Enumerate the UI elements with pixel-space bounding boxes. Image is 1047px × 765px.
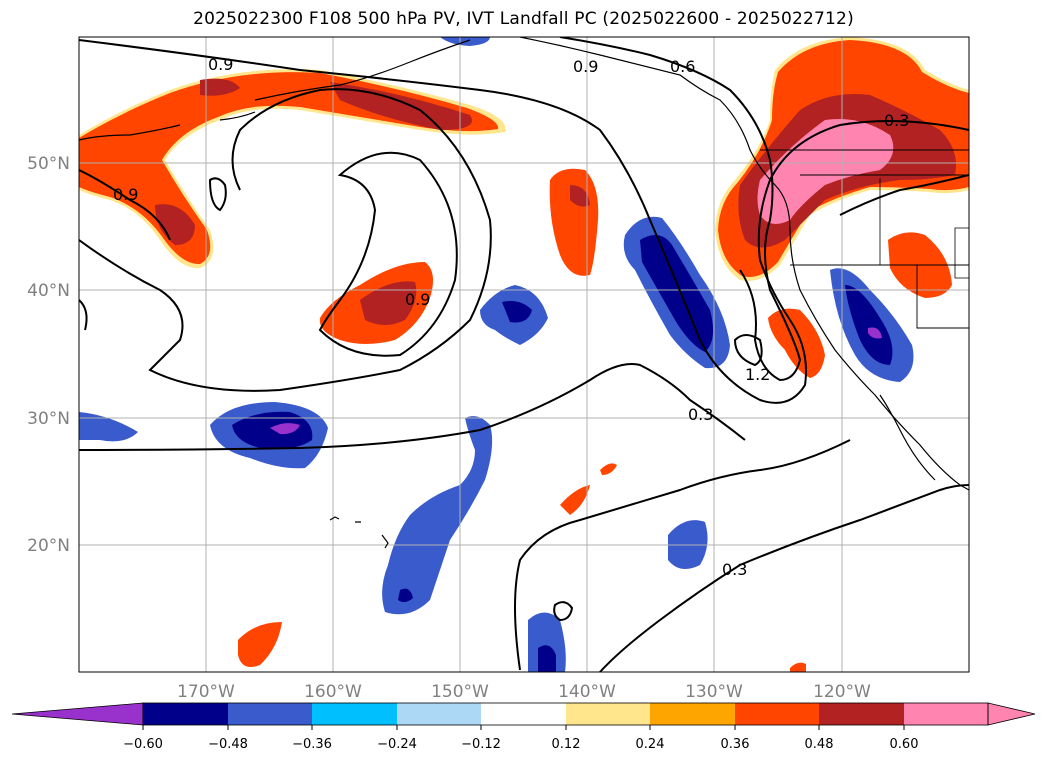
contour-label: 0.9 bbox=[113, 185, 138, 204]
contour-label: 0.3 bbox=[722, 560, 747, 579]
colorbar-tick-label: 0.24 bbox=[636, 737, 665, 752]
lon-label-130w: 130°W bbox=[685, 682, 743, 702]
colorbar-tick-label: −0.12 bbox=[461, 737, 501, 752]
colorbar-tick-label: 0.60 bbox=[890, 737, 919, 752]
lat-label-20n: 20°N bbox=[27, 536, 70, 556]
colorbar-tick-label: −0.60 bbox=[123, 737, 163, 752]
contour-label: 0.9 bbox=[405, 290, 430, 309]
lon-label-160w: 160°W bbox=[304, 682, 362, 702]
colorbar: −0.60 −0.48 −0.36 −0.24 −0.12 0.12 0.24 … bbox=[11, 702, 1036, 752]
colorbar-tick-label: −0.48 bbox=[208, 737, 248, 752]
lat-label-40n: 40°N bbox=[27, 281, 70, 301]
plot-title: 2025022300 F108 500 hPa PV, IVT Landfall… bbox=[193, 9, 854, 29]
contour-label: 0.9 bbox=[208, 55, 233, 74]
colorbar-tick-label: 0.12 bbox=[552, 737, 581, 752]
colorbar-segment bbox=[904, 703, 988, 725]
gridlines bbox=[79, 37, 969, 672]
contour-label: 0.3 bbox=[688, 405, 713, 424]
colorbar-tick-label: 0.36 bbox=[721, 737, 750, 752]
colorbar-segment bbox=[228, 703, 312, 725]
negative-anomaly-fill bbox=[79, 37, 914, 672]
positive-anomaly-fill bbox=[79, 37, 969, 672]
contour-label: 1.2 bbox=[745, 365, 770, 384]
colorbar-segment bbox=[397, 703, 481, 725]
colorbar-segment bbox=[566, 703, 650, 725]
colorbar-segment bbox=[735, 703, 819, 725]
lat-label-30n: 30°N bbox=[27, 409, 70, 429]
colorbar-segment bbox=[312, 703, 397, 725]
colorbar-segment bbox=[819, 703, 904, 725]
longitude-labels: 170°W 160°W 150°W 140°W 130°W 120°W bbox=[177, 682, 871, 702]
contour-label: 0.9 bbox=[573, 57, 598, 76]
colorbar-tick-labels: −0.60 −0.48 −0.36 −0.24 −0.12 0.12 0.24 … bbox=[123, 737, 918, 752]
lon-label-170w: 170°W bbox=[177, 682, 235, 702]
colorbar-right-arrow bbox=[987, 702, 1036, 726]
colorbar-tick-label: 0.48 bbox=[805, 737, 834, 752]
contour-label-group: 0.9 0.9 0.9 0.9 0.6 0.3 1.2 0.3 0.3 bbox=[113, 55, 909, 579]
lat-label-50n: 50°N bbox=[27, 154, 70, 174]
latitude-labels: 50°N 40°N 30°N 20°N bbox=[27, 154, 70, 556]
lon-label-140w: 140°W bbox=[558, 682, 616, 702]
colorbar-tick-label: −0.36 bbox=[292, 737, 332, 752]
colorbar-segment bbox=[481, 703, 566, 725]
pv-contours bbox=[79, 37, 969, 672]
colorbar-tick-label: −0.24 bbox=[377, 737, 417, 752]
lon-label-150w: 150°W bbox=[431, 682, 489, 702]
lon-label-120w: 120°W bbox=[813, 682, 871, 702]
colorbar-ticks bbox=[142, 725, 905, 730]
colorbar-left-arrow bbox=[11, 702, 144, 726]
colorbar-segment bbox=[143, 703, 228, 725]
coastlines bbox=[79, 37, 969, 549]
map-content: 0.9 0.9 0.9 0.9 0.6 0.3 1.2 0.3 0.3 bbox=[79, 37, 969, 672]
map-frame bbox=[78, 36, 970, 673]
contour-label: 0.6 bbox=[670, 57, 695, 76]
colorbar-segment bbox=[650, 703, 735, 725]
contour-label: 0.3 bbox=[884, 111, 909, 130]
